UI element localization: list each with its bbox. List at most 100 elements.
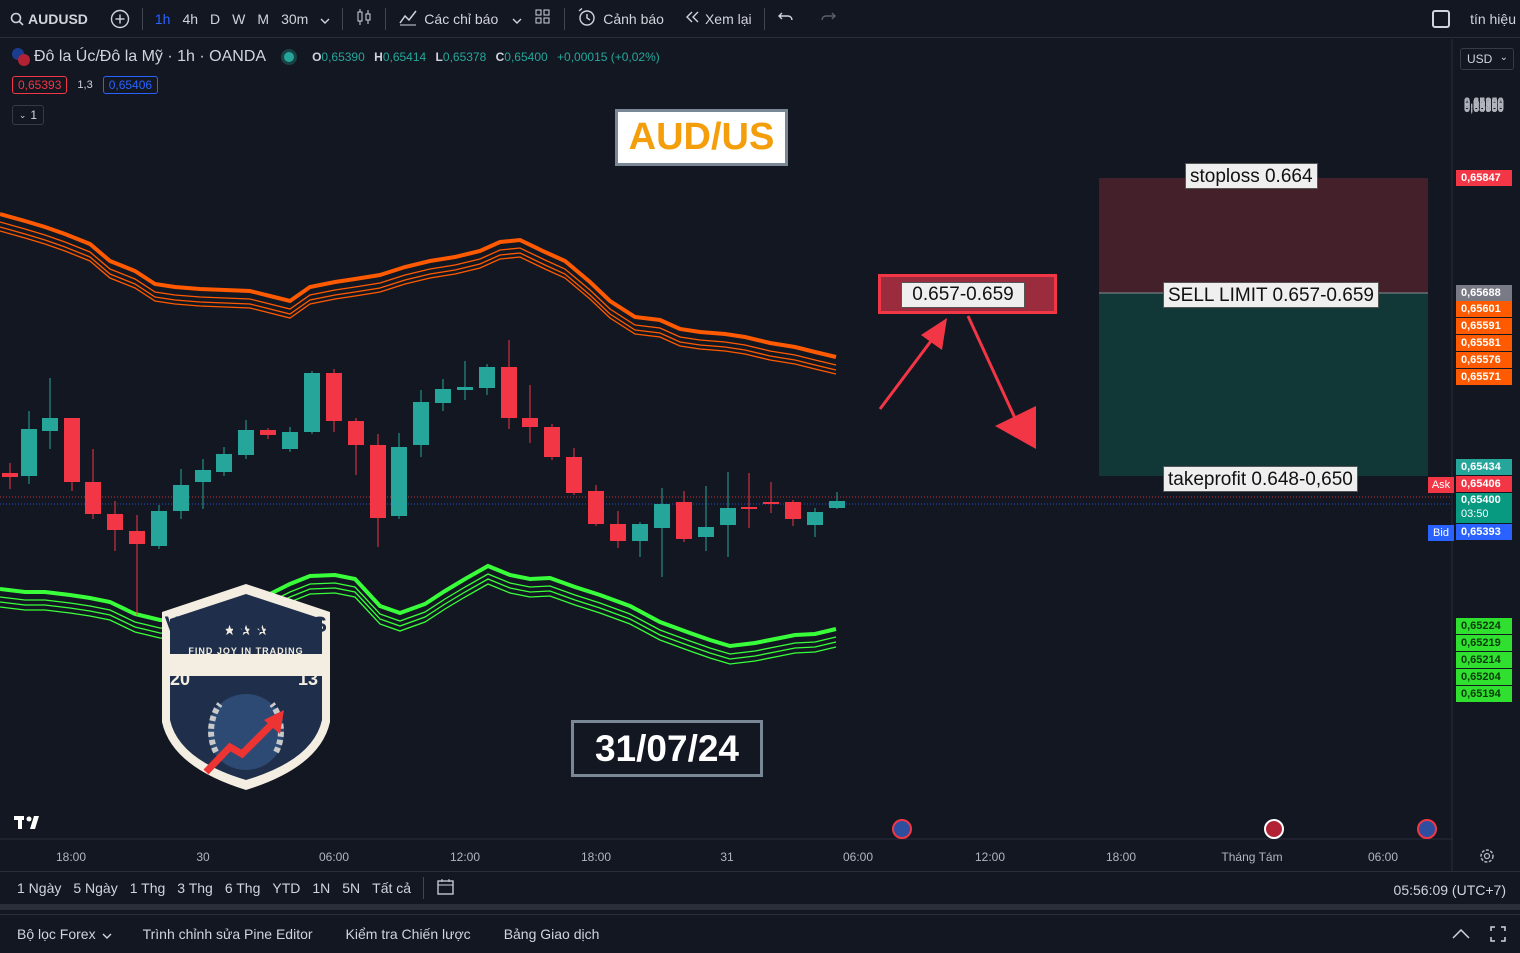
settings-gear-icon[interactable]: [1478, 847, 1496, 865]
indicators-label: Các chỉ báo: [424, 10, 499, 27]
candle-body: [42, 418, 58, 431]
tab-forex-screener[interactable]: Bộ lọc Forex: [17, 926, 96, 942]
grid-icon: [534, 8, 552, 29]
chart-canvas: [0, 39, 1453, 872]
sell-limit-label[interactable]: SELL LIMIT 0.657-0.659: [1163, 282, 1379, 308]
redo-button[interactable]: [813, 0, 843, 38]
symbol-label: AUDUSD: [28, 10, 88, 27]
lower-band-line: [0, 563, 837, 649]
bid-tag: Bid: [1428, 525, 1454, 541]
currency-select[interactable]: USD ⌄: [1460, 48, 1514, 70]
buy-button[interactable]: 0,65406: [102, 76, 159, 94]
fullscreen-checkbox-icon[interactable]: [1432, 10, 1451, 28]
interval-w[interactable]: W: [232, 10, 246, 27]
candle-body: [85, 482, 101, 514]
tab-trading-panel[interactable]: Bảng Giao dịch: [503, 926, 600, 942]
time-tick: 06:00: [842, 850, 874, 864]
alerts-button[interactable]: Cảnh báo: [571, 0, 670, 38]
bar-countdown: 03:50: [1461, 508, 1489, 520]
ohlc-values: O0,65390 H0,65414 L0,65378 C0,65400 +0,0…: [312, 50, 660, 64]
toolbar-divider: [763, 7, 765, 30]
aud-usd-flags-icon: [12, 48, 30, 66]
toolbar-divider: [423, 877, 425, 899]
symbol-search[interactable]: AUDUSD: [0, 0, 94, 38]
top-toolbar: AUDUSD 1h 4h D W M 30m Các chỉ báo Cảnh …: [0, 0, 1520, 38]
tradingview-logo-icon[interactable]: [14, 814, 46, 835]
interval-1h[interactable]: 1h: [154, 10, 171, 27]
band-price-label: 0,65601: [1456, 301, 1512, 317]
position-zones[interactable]: [1099, 178, 1428, 476]
tab-strategy-tester[interactable]: Kiểm tra Chiến lược: [345, 926, 471, 942]
tab-pine-editor[interactable]: Trình chỉnh sửa Pine Editor: [142, 926, 313, 942]
badge-year-left: 20: [170, 669, 191, 689]
entry-range-label[interactable]: 0.657-0.659: [901, 282, 1025, 308]
interval-4h[interactable]: 4h: [182, 10, 199, 27]
interval-30m[interactable]: 30m: [281, 10, 309, 27]
lower-band-line: [0, 578, 837, 660]
maximize-icon[interactable]: [1490, 926, 1506, 945]
au-event-flag-icon[interactable]: [1417, 819, 1437, 839]
band-price-label: 0,65204: [1456, 669, 1512, 685]
time-tick: 12:00: [974, 850, 1006, 864]
pair-title-box[interactable]: AUD/US: [615, 109, 788, 166]
price-tick: 0,65300: [1464, 100, 1504, 113]
candle-body: [654, 504, 670, 528]
candle-body: [479, 367, 495, 388]
bid-price-label: 0,65393: [1456, 524, 1512, 540]
price-tick: 0,65900: [1464, 96, 1504, 109]
candle-body: [195, 470, 211, 482]
chevron-down-icon[interactable]: [102, 927, 112, 942]
date-box[interactable]: 31/07/24: [571, 720, 763, 777]
range-5y[interactable]: 5N: [342, 880, 361, 896]
candle-body: [282, 432, 298, 449]
takeprofit-price-label: 0,65434: [1456, 459, 1512, 475]
signals-label[interactable]: tín hiệu: [1470, 11, 1516, 27]
compare-button[interactable]: [104, 0, 136, 38]
range-6m[interactable]: 6 Thg: [224, 880, 261, 896]
interval-d[interactable]: D: [210, 10, 221, 27]
collapse-legend-button[interactable]: ⌄ 1: [12, 105, 44, 125]
range-5d[interactable]: 5 Ngày: [73, 880, 118, 896]
chevron-up-icon[interactable]: [1452, 927, 1470, 942]
interval-dropdown[interactable]: [314, 0, 336, 38]
price-tick: 0,65050: [1464, 102, 1504, 115]
trade-buttons: 0,65393 1,3 0,65406: [12, 76, 159, 94]
indicators-button[interactable]: Các chỉ báo: [392, 0, 528, 38]
redo-icon: [819, 10, 837, 27]
range-1d[interactable]: 1 Ngày: [17, 880, 62, 896]
range-3m[interactable]: 3 Thg: [177, 880, 213, 896]
upper-band-line: [0, 230, 837, 375]
candle-body: [21, 429, 37, 476]
lower-band-line: [0, 583, 837, 665]
range-ytd[interactable]: YTD: [272, 880, 301, 896]
us-event-flag-icon[interactable]: [1264, 819, 1284, 839]
layouts-button[interactable]: [528, 0, 558, 38]
candle-body: [216, 454, 232, 472]
range-1m[interactable]: 1 Thg: [129, 880, 166, 896]
au-event-flag-icon[interactable]: [892, 819, 912, 839]
replay-button[interactable]: Xem lại: [678, 0, 758, 38]
spread-value: 1,3: [77, 79, 93, 91]
takeprofit-label[interactable]: takeprofit 0.648-0,650: [1163, 466, 1358, 492]
timezone-clock[interactable]: 05:56:09 (UTC+7): [1393, 882, 1506, 898]
band-price-label: 0,65219: [1456, 635, 1512, 651]
badge-name: VINATRADERS: [164, 612, 328, 637]
takeprofit-zone: [1099, 293, 1428, 476]
goto-date-button[interactable]: [430, 878, 462, 899]
chart-pane[interactable]: Đô la Úc/Đô la Mỹ · 1h · OANDA O0,65390 …: [0, 39, 1520, 872]
alarm-clock-icon: [577, 7, 597, 30]
candle-body: [107, 514, 123, 530]
sell-button[interactable]: 0,65393: [12, 76, 68, 94]
chart-legend[interactable]: Đô la Úc/Đô la Mỹ · 1h · OANDA O0,65390 …: [12, 48, 660, 66]
stoploss-label[interactable]: stoploss 0.664: [1185, 163, 1318, 189]
arrow-down-icon: [966, 315, 1036, 449]
time-tick: 06:00: [318, 850, 350, 864]
chart-type-button[interactable]: [349, 0, 379, 38]
price-tick: 0,65950: [1464, 96, 1504, 108]
interval-m[interactable]: M: [257, 10, 270, 27]
candle-body: [129, 531, 145, 544]
range-all[interactable]: Tất cả: [372, 880, 412, 896]
undo-button[interactable]: [771, 0, 801, 38]
price-tick: 0,65500: [1464, 99, 1504, 112]
range-1y[interactable]: 1N: [312, 880, 331, 896]
